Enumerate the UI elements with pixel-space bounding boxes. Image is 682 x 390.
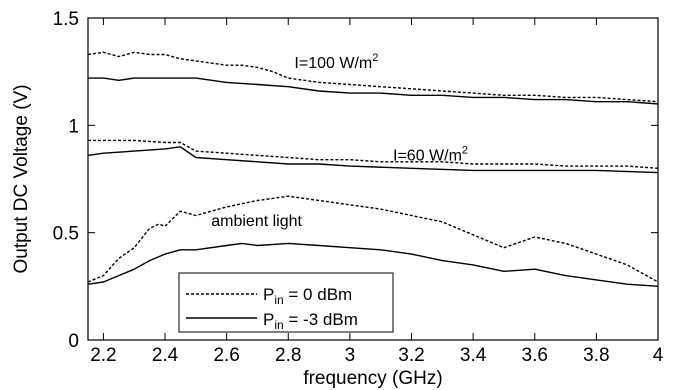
x-tick-label: 2.6 <box>213 345 239 366</box>
series-line-1 <box>88 77 659 105</box>
series-layer <box>87 51 659 287</box>
x-axis-title: frequency (GHz) <box>303 368 442 389</box>
series-line-4 <box>87 195 659 283</box>
annotation-1-superscript: 2 <box>462 144 468 156</box>
legend-label-m3dbm-rest: = -3 dBm <box>284 310 358 329</box>
x-tick-label: 3 <box>345 345 356 366</box>
x-tick-label: 3.8 <box>583 345 609 366</box>
y-tick-label: 0.5 <box>53 224 79 245</box>
legend-label-0dbm-sub: in <box>274 293 283 307</box>
legend-box <box>178 272 394 333</box>
x-tick-label: 3.2 <box>398 345 424 366</box>
legend-label-0dbm: Pin = 0 dBm <box>263 285 352 307</box>
legend-label-m3dbm-sub: in <box>274 318 283 332</box>
y-axis-title: Output DC Voltage (V) <box>11 84 32 273</box>
ticks-layer: 2.2 2.4 2.6 2.8 3 3.2 3.4 3.6 3.8 4 0 0.5 1 1.5 <box>53 9 664 366</box>
legend-label-m3dbm: Pin = -3 dBm <box>263 310 358 332</box>
y-tick-label: 1.5 <box>53 9 79 30</box>
annotation-0: I=100 W/m2 <box>294 52 378 72</box>
x-tick-label: 4 <box>653 345 664 366</box>
series-line-0 <box>87 51 659 103</box>
series-line-2 <box>88 139 659 169</box>
y-tick-label: 0 <box>68 331 79 352</box>
y-tick-label: 1 <box>68 116 79 137</box>
series-line-5 <box>87 242 659 287</box>
legend-label-m3dbm-main: P <box>263 310 274 329</box>
x-tick-label: 3.6 <box>522 345 548 366</box>
x-tick-label: 2.8 <box>275 345 301 366</box>
plot-frame <box>87 17 659 341</box>
annotation-0-superscript: 2 <box>372 52 378 64</box>
x-tick-label: 2.2 <box>90 345 116 366</box>
annotation-1-text: I=60 W/m <box>393 147 462 164</box>
legend-label-0dbm-rest: = 0 dBm <box>284 285 353 304</box>
x-tick-label: 2.4 <box>152 345 179 366</box>
annotation-2-text: ambient light <box>211 213 302 230</box>
legend: Pin = 0 dBm Pin = -3 dBm <box>178 272 394 333</box>
x-tick-label: 3.4 <box>460 345 487 366</box>
series-line-3 <box>87 146 659 174</box>
annotation-0-text: I=100 W/m <box>294 55 372 72</box>
annotation-1: I=60 W/m2 <box>393 144 468 164</box>
annotation-2: ambient light <box>211 213 302 230</box>
legend-label-0dbm-main: P <box>263 285 274 304</box>
